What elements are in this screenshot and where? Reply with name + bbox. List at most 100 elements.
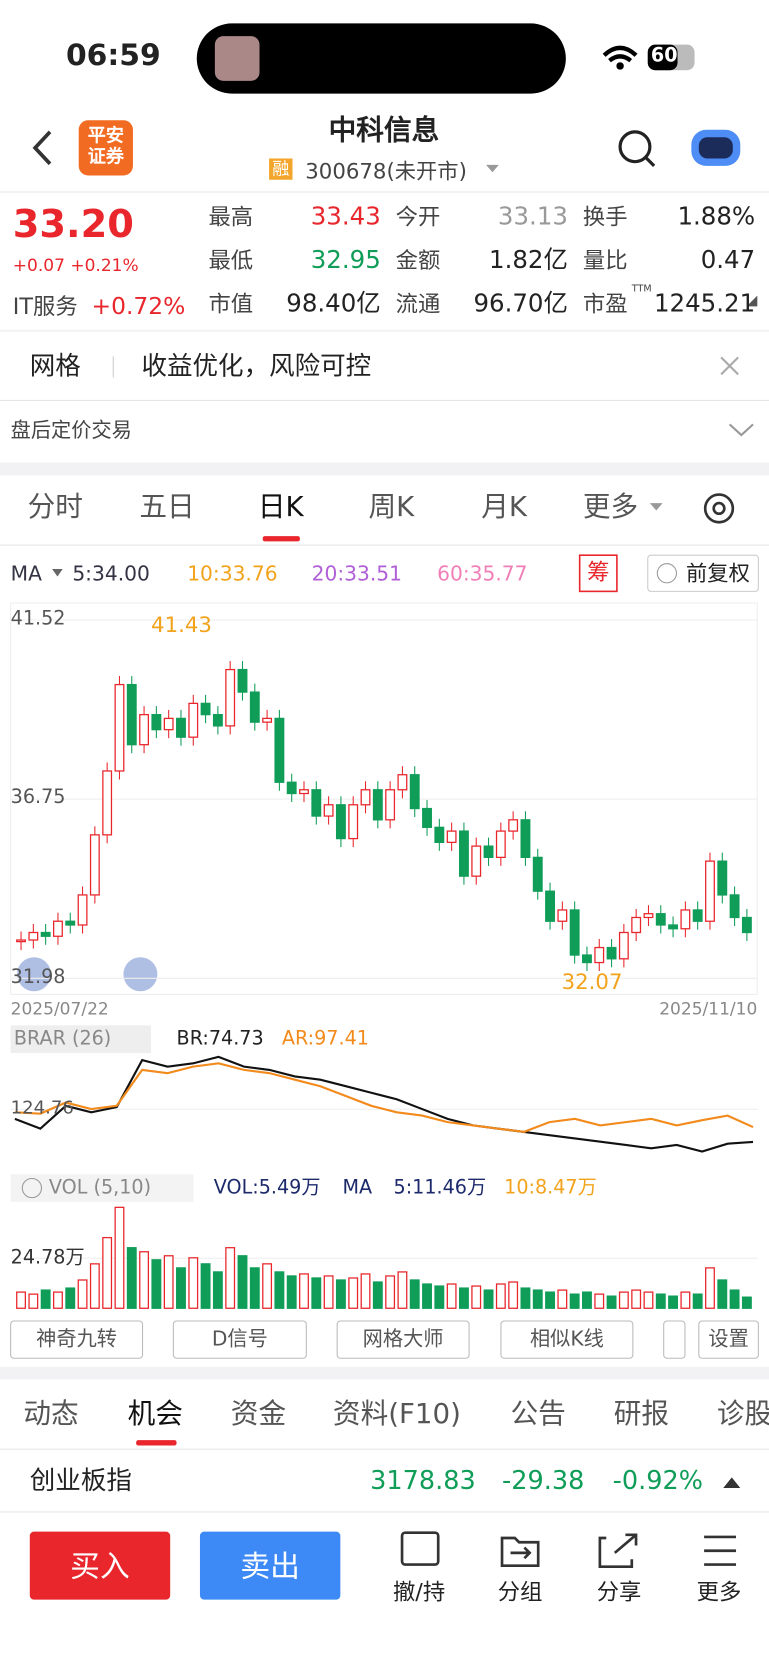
grid-tag[interactable]: 网格 — [29, 350, 81, 381]
volume-bar — [237, 1255, 248, 1309]
icon-share[interactable] — [598, 1533, 638, 1569]
stat-label: 市值 — [208, 291, 254, 317]
after-hours[interactable]: 盘后定价交易 — [10, 419, 132, 443]
close-icon[interactable] — [720, 356, 739, 376]
ma-name[interactable]: MA — [10, 562, 42, 587]
volume-bar — [741, 1296, 752, 1309]
candle — [16, 939, 26, 943]
info-icon — [21, 1177, 43, 1199]
candle — [372, 789, 383, 821]
chevron[interactable] — [728, 423, 754, 437]
action-label[interactable]: 分享 — [596, 1579, 642, 1606]
news-tab[interactable]: 诊股 — [716, 1398, 769, 1431]
action-label[interactable]: 撤/持 — [392, 1579, 446, 1606]
margin-badge: 融 — [269, 158, 293, 180]
expand-up[interactable] — [723, 1477, 741, 1489]
wifi-dot — [616, 62, 624, 70]
tool-label[interactable]: 神奇九转 — [36, 1327, 117, 1351]
candle — [741, 916, 752, 934]
candle — [495, 830, 506, 859]
tool-box — [500, 1320, 634, 1359]
buy-label[interactable]: 买入 — [70, 1548, 130, 1584]
news-tab[interactable]: 资金 — [230, 1398, 287, 1431]
candle — [422, 807, 432, 828]
vol-ma5: 5:11.46万 — [393, 1176, 487, 1199]
volume-bar — [495, 1283, 506, 1309]
volume-bar — [532, 1289, 543, 1309]
volume-bar — [705, 1267, 715, 1309]
candle — [225, 668, 236, 727]
candle — [520, 819, 531, 859]
volume-bar — [545, 1291, 555, 1309]
volume-bar — [483, 1289, 494, 1309]
sell-label[interactable]: 卖出 — [240, 1548, 300, 1584]
index-name[interactable]: 创业板指 — [29, 1465, 132, 1496]
sell-button[interactable] — [199, 1531, 341, 1600]
end-date: 2025/11/10 — [659, 998, 758, 1019]
candle — [176, 717, 186, 738]
tool-label[interactable]: D信号 — [211, 1327, 268, 1351]
tool-label[interactable]: 相似K线 — [529, 1327, 604, 1351]
icon-withdraw[interactable] — [400, 1531, 440, 1566]
volume-bar — [200, 1263, 211, 1309]
tool-box — [698, 1320, 759, 1359]
stat-value: 33.13 — [497, 203, 568, 231]
settings-icon[interactable] — [703, 493, 735, 524]
chips-box[interactable] — [578, 554, 618, 593]
adjust[interactable]: 前复权 — [686, 560, 750, 587]
volume-bar — [114, 1206, 125, 1309]
candle — [729, 894, 740, 919]
icon-group[interactable] — [500, 1536, 540, 1567]
stat-value: 33.43 — [310, 203, 381, 231]
back-icon[interactable] — [32, 130, 52, 166]
news-tab[interactable]: 研报 — [613, 1398, 670, 1431]
brar-name[interactable]: BRAR (26) — [13, 1027, 112, 1050]
news-tab[interactable]: 机会 — [127, 1398, 183, 1431]
period-tab[interactable]: 月K — [481, 491, 528, 524]
candle — [139, 713, 150, 746]
stock-code: 300678(未开市) — [305, 158, 467, 185]
volume-bar — [606, 1295, 617, 1309]
logo-text: 平安 证券 — [87, 125, 124, 169]
fullscreen[interactable] — [123, 957, 158, 992]
period-tab[interactable]: 周K — [368, 491, 415, 524]
volume-bar — [262, 1263, 273, 1309]
period-tab[interactable]: 分时 — [27, 491, 83, 524]
search-icon[interactable] — [618, 130, 652, 164]
br: BR:74.73 — [176, 1027, 264, 1050]
adjust-box[interactable] — [647, 554, 759, 592]
news-tab[interactable]: 资料(F10) — [332, 1398, 461, 1431]
volume-bar — [508, 1281, 519, 1309]
period-tab[interactable]: 日K — [257, 491, 304, 524]
candle — [409, 774, 420, 810]
icon-more[interactable] — [704, 1535, 737, 1566]
stat-label: 换手 — [582, 204, 628, 230]
action-label[interactable]: 更多 — [696, 1579, 742, 1606]
candle — [692, 909, 703, 922]
candle — [532, 856, 543, 892]
tool-label[interactable]: 网格大师 — [362, 1327, 444, 1351]
volume-bar — [372, 1281, 383, 1309]
indicator-line — [14, 1062, 754, 1134]
vol-name[interactable]: VOL (5,10) — [48, 1176, 152, 1199]
period-tab[interactable]: 五日 — [139, 491, 195, 524]
tool-label[interactable]: 设置 — [708, 1327, 749, 1351]
news-tab[interactable]: 公告 — [510, 1398, 566, 1431]
buy-button[interactable] — [29, 1531, 171, 1600]
avatar — [214, 36, 260, 81]
news-tab[interactable]: 动态 — [23, 1398, 79, 1431]
candle — [397, 774, 408, 791]
chips[interactable]: 筹 — [587, 559, 610, 585]
volume-bar — [446, 1283, 457, 1309]
expand-left[interactable] — [17, 957, 52, 992]
candle — [360, 789, 371, 806]
period-tab[interactable]: 更多 — [582, 491, 639, 524]
brar-box[interactable] — [10, 1025, 152, 1053]
volume-bar — [385, 1275, 396, 1309]
grid-text[interactable]: 收益优化，风险可控 — [141, 350, 372, 381]
sector: IT服务 — [12, 293, 78, 320]
index-change: -29.38 — [502, 1465, 585, 1496]
volume-bar — [151, 1259, 162, 1309]
action-label[interactable]: 分组 — [497, 1579, 543, 1606]
